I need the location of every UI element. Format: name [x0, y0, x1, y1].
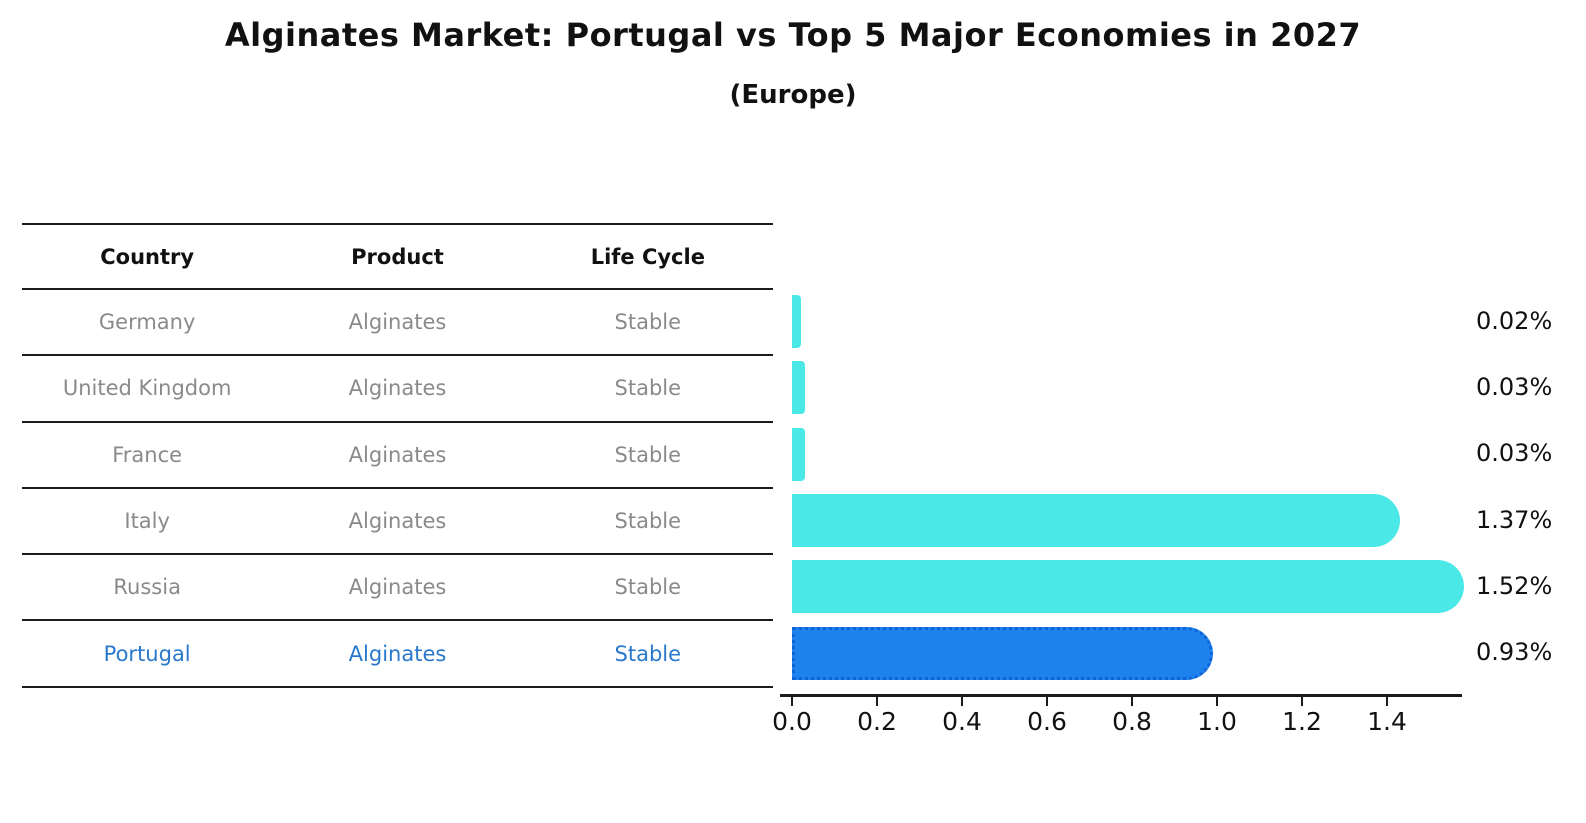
table-header-cell: Country [100, 244, 195, 269]
cell-country: Portugal [103, 641, 191, 666]
cell-lifecycle: Stable [614, 310, 682, 335]
cell-product: Alginates [348, 310, 447, 335]
table-header-cell: Product [351, 244, 444, 269]
x-axis-tick [791, 697, 793, 706]
x-axis-tick [1046, 697, 1048, 706]
x-axis-tick-label: 0.8 [1112, 707, 1152, 736]
cell-lifecycle: Stable [614, 376, 682, 401]
bar-value-label: 0.93% [1476, 638, 1553, 667]
x-axis-tick [1386, 697, 1388, 706]
bar [792, 494, 1401, 547]
table-row: Germany Alginates Stable [22, 290, 773, 357]
bar-value-label: 1.37% [1476, 505, 1553, 534]
table-row: Portugal Alginates Stable [22, 621, 773, 688]
bar-value-label: 0.03% [1476, 439, 1553, 468]
chart-title: Alginates Market: Portugal vs Top 5 Majo… [224, 16, 1362, 54]
x-axis-tick-label: 1.0 [1197, 707, 1237, 736]
x-axis-tick-label: 0.6 [1027, 707, 1067, 736]
cell-product: Alginates [348, 376, 447, 401]
cell-product: Alginates [348, 442, 447, 467]
table-row: United Kingdom Alginates Stable [22, 356, 773, 423]
cell-country: United Kingdom [62, 376, 232, 401]
bar-value-label: 1.52% [1476, 571, 1553, 600]
x-axis-tick-label: 0.0 [772, 707, 812, 736]
x-axis-tick [1301, 697, 1303, 706]
cell-country: France [112, 442, 183, 467]
bar-value-label: 0.02% [1476, 306, 1553, 335]
x-axis-tick-label: 0.2 [857, 707, 897, 736]
bar [792, 295, 801, 349]
table-row: Italy Alginates Stable [22, 489, 773, 556]
cell-country: Italy [124, 509, 170, 534]
cell-country: Russia [113, 575, 181, 600]
x-axis-tick [961, 697, 963, 706]
table-header-row: Country Product Life Cycle [22, 223, 773, 290]
bar [792, 427, 805, 481]
chart-subtitle: (Europe) [729, 80, 857, 110]
cell-lifecycle: Stable [614, 442, 682, 467]
bar [792, 560, 1464, 614]
x-axis-tick-label: 1.2 [1282, 707, 1322, 736]
table-header-cell: Life Cycle [590, 244, 705, 269]
x-axis-tick-label: 1.4 [1367, 707, 1407, 736]
table-row: France Alginates Stable [22, 423, 773, 489]
data-table: Country Product Life Cycle Germany Alginate… [22, 223, 773, 688]
bar-highlight [792, 626, 1214, 680]
bar [792, 361, 805, 415]
table-row: Russia Alginates Stable [22, 555, 773, 622]
bar-value-label: 0.03% [1476, 372, 1553, 401]
cell-lifecycle: Stable [614, 509, 682, 534]
cell-product: Alginates [348, 509, 447, 534]
x-axis-tick-label: 0.4 [942, 707, 982, 736]
cell-lifecycle: Stable [614, 641, 682, 666]
x-axis-tick [876, 697, 878, 706]
cell-country: Germany [98, 310, 196, 335]
cell-product: Alginates [348, 575, 447, 600]
x-axis-line [780, 694, 1462, 697]
x-axis-tick [1216, 697, 1218, 706]
cell-lifecycle: Stable [614, 575, 682, 600]
cell-product: Alginates [348, 641, 447, 666]
x-axis-tick [1131, 697, 1133, 706]
